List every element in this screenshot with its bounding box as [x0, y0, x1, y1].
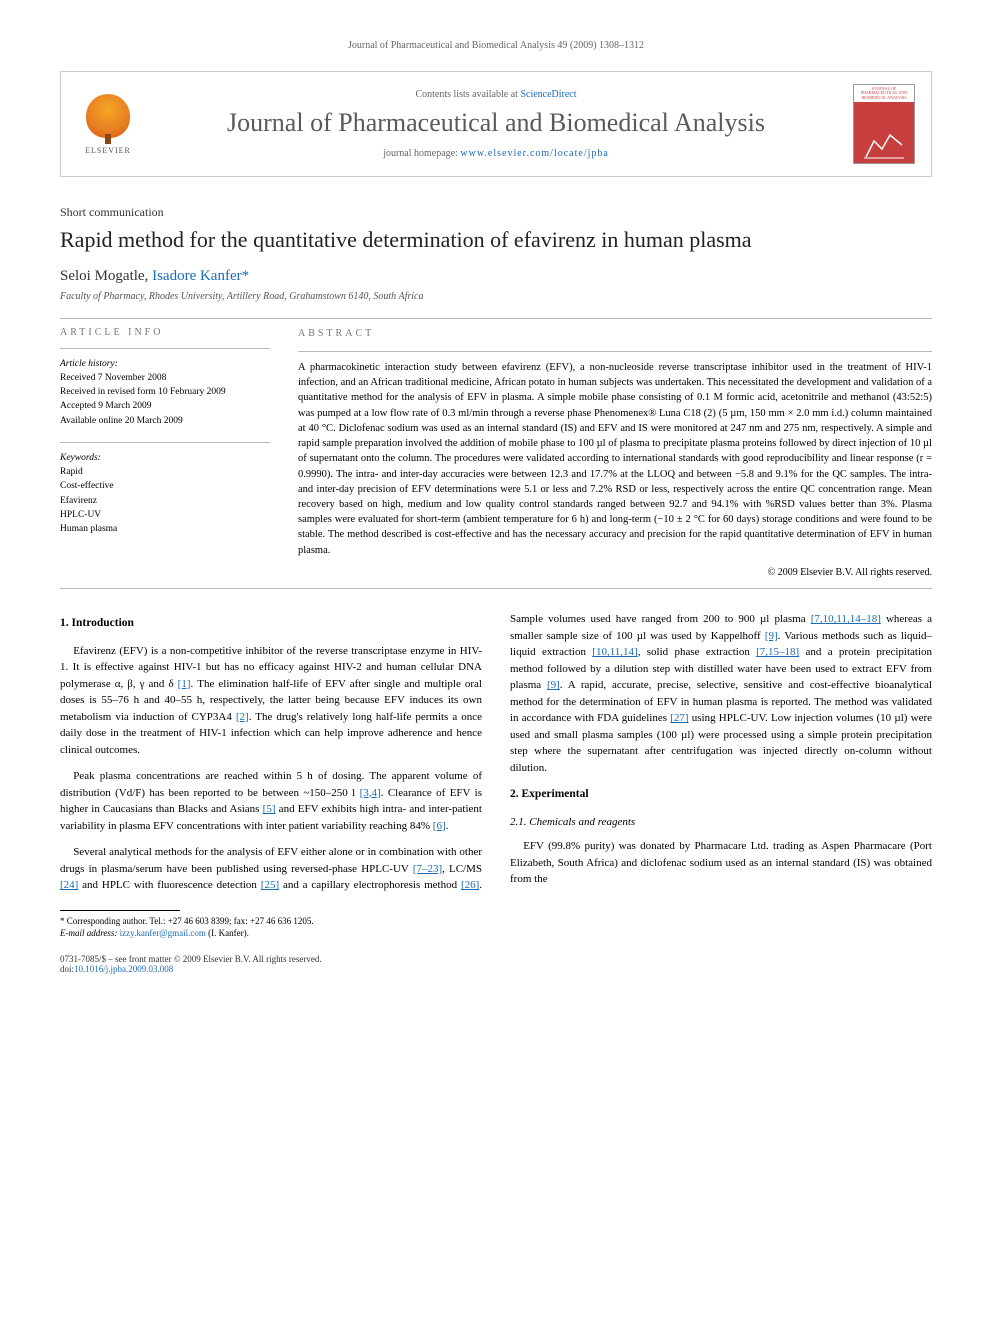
abstract-column: abstract A pharmacokinetic interaction s…: [298, 327, 932, 581]
citation-link[interactable]: [2]: [236, 711, 249, 723]
contents-available-line: Contents lists available at ScienceDirec…: [153, 89, 839, 100]
corresponding-marker-link[interactable]: *: [242, 268, 250, 284]
section-heading-introduction: 1. Introduction: [60, 615, 482, 632]
citation-link[interactable]: [1]: [178, 678, 191, 690]
citation-link[interactable]: [27]: [670, 712, 688, 724]
citation-link[interactable]: [7,15–18]: [756, 646, 799, 658]
keyword: Cost-effective: [60, 479, 270, 493]
article-history-label: Article history:: [60, 357, 270, 371]
homepage-prefix: journal homepage:: [383, 148, 460, 159]
citation-link[interactable]: [7–23]: [413, 863, 442, 875]
journal-cover-title: JOURNAL OF PHARMACEUTICAL AND BIOMEDICAL…: [854, 85, 914, 102]
abstract-copyright: © 2009 Elsevier B.V. All rights reserved…: [298, 566, 932, 581]
journal-homepage-line: journal homepage: www.elsevier.com/locat…: [153, 148, 839, 159]
citation-link[interactable]: [10,11,14]: [592, 646, 637, 658]
elsevier-logo: ELSEVIER: [77, 89, 139, 159]
affiliation: Faculty of Pharmacy, Rhodes University, …: [60, 291, 932, 302]
body-text: and a capillary electrophoresis method: [279, 879, 461, 891]
corresponding-author-link[interactable]: Isadore Kanfer: [152, 268, 242, 284]
doi-link[interactable]: 10.1016/j.jpba.2009.03.008: [74, 964, 173, 974]
divider: [60, 442, 270, 443]
citation-link[interactable]: [9]: [547, 679, 560, 691]
body-text: EFV (99.8% purity) was donated by Pharma…: [510, 840, 932, 885]
sciencedirect-link[interactable]: ScienceDirect: [520, 89, 576, 100]
doi-prefix: doi:: [60, 964, 74, 974]
journal-cover-graphic-icon: [864, 129, 904, 159]
divider: [60, 318, 932, 319]
divider: [60, 588, 932, 589]
journal-title: Journal of Pharmaceutical and Biomedical…: [153, 108, 839, 138]
article-info-column: article info Article history: Received 7…: [60, 327, 270, 581]
citation-link[interactable]: [24]: [60, 879, 78, 891]
page-footer: 0731-7085/$ – see front matter © 2009 El…: [60, 954, 932, 974]
journal-cover-thumbnail: JOURNAL OF PHARMACEUTICAL AND BIOMEDICAL…: [853, 84, 915, 164]
elsevier-tree-icon: [86, 94, 130, 138]
journal-header-box: ELSEVIER Contents lists available at Sci…: [60, 71, 932, 177]
citation-link[interactable]: [3,4]: [360, 787, 381, 799]
email-tail: (I. Kanfer).: [206, 928, 249, 938]
history-revised: Received in revised form 10 February 200…: [60, 385, 270, 399]
keyword: Efavirenz: [60, 494, 270, 508]
email-link[interactable]: izzy.kanfer@gmail.com: [120, 928, 206, 938]
keywords-label: Keywords:: [60, 451, 270, 465]
section-heading-experimental: 2. Experimental: [510, 786, 932, 803]
corresponding-author-contact: * Corresponding author. Tel.: +27 46 603…: [60, 915, 932, 928]
keyword: Human plasma: [60, 522, 270, 536]
article-info-heading: article info: [60, 327, 270, 338]
body-text: .: [446, 820, 449, 832]
email-label: E-mail address:: [60, 928, 120, 938]
citation-link[interactable]: [7,10,11,14–18]: [811, 613, 881, 625]
corresponding-author-footnote: * Corresponding author. Tel.: +27 46 603…: [60, 915, 932, 940]
article-type: Short communication: [60, 205, 932, 220]
contents-prefix: Contents lists available at: [415, 89, 520, 100]
keyword: Rapid: [60, 465, 270, 479]
citation-link[interactable]: [25]: [261, 879, 279, 891]
abstract-heading: abstract: [298, 327, 932, 342]
citation-link[interactable]: [26]: [461, 879, 479, 891]
running-header: Journal of Pharmaceutical and Biomedical…: [60, 40, 932, 51]
divider: [298, 351, 932, 352]
abstract-text: A pharmacokinetic interaction study betw…: [298, 360, 932, 558]
history-accepted: Accepted 9 March 2009: [60, 399, 270, 413]
keyword: HPLC-UV: [60, 508, 270, 522]
publisher-mark: ELSEVIER: [85, 146, 131, 155]
body-text: , solid phase extraction: [638, 646, 756, 658]
issn-line: 0731-7085/$ – see front matter © 2009 El…: [60, 954, 932, 964]
body-text: and HPLC with fluorescence detection: [78, 879, 260, 891]
footnote-separator: [60, 910, 180, 911]
body-text: , LC/MS: [442, 863, 482, 875]
body-text: lished using reversed-phase HPLC-UV: [233, 863, 413, 875]
author-name: Seloi Mogatle,: [60, 268, 152, 284]
citation-link[interactable]: [9]: [765, 630, 778, 642]
article-title: Rapid method for the quantitative determ…: [60, 226, 932, 254]
history-online: Available online 20 March 2009: [60, 414, 270, 428]
journal-homepage-link[interactable]: www.elsevier.com/locate/jpba: [460, 148, 608, 159]
article-body: 1. Introduction Efavirenz (EFV) is a non…: [60, 611, 932, 895]
author-list: Seloi Mogatle, Isadore Kanfer*: [60, 268, 932, 285]
subsection-heading-chemicals: 2.1. Chemicals and reagents: [510, 814, 932, 831]
citation-link[interactable]: [6]: [433, 820, 446, 832]
citation-link[interactable]: [5]: [263, 803, 276, 815]
divider: [60, 348, 270, 349]
history-received: Received 7 November 2008: [60, 371, 270, 385]
